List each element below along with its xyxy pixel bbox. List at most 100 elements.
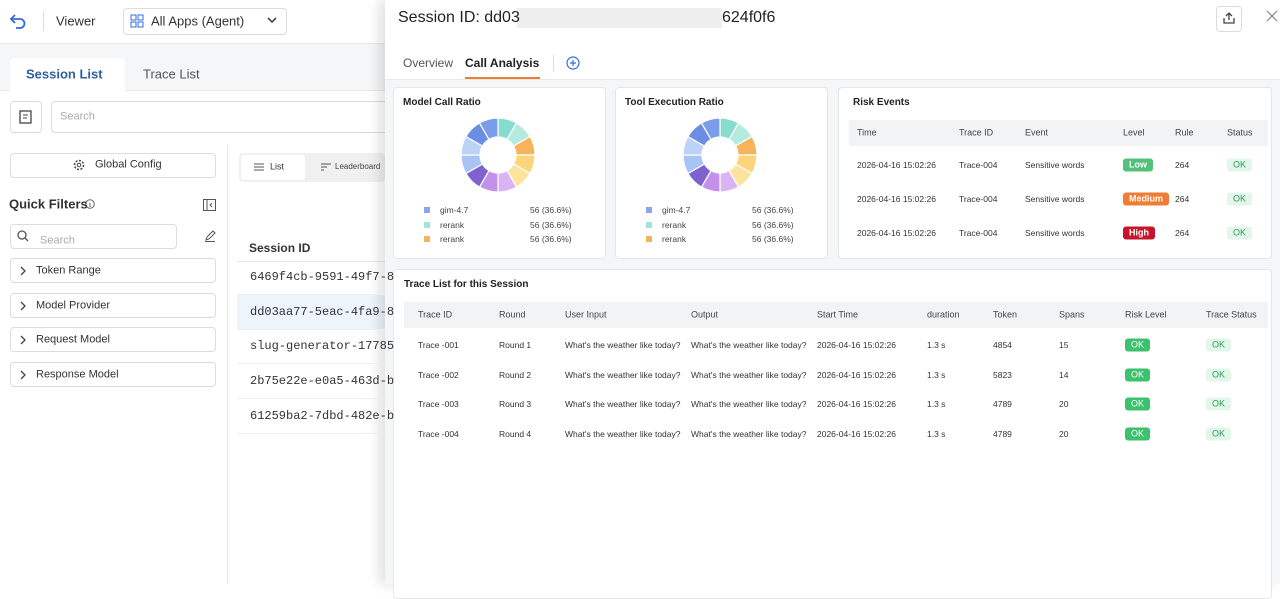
search-input[interactable] (51, 101, 391, 133)
column-header: Output (691, 309, 719, 320)
cell: Trace-004 (959, 227, 998, 238)
active-tab[interactable] (10, 58, 125, 91)
cell: What's the weather like today? (691, 398, 807, 409)
filter-item[interactable] (10, 258, 216, 283)
chevron-path (20, 301, 26, 311)
legend-swatch (646, 221, 652, 228)
legend-value: 56 (36.6%) (752, 233, 794, 244)
info-icon (85, 199, 95, 209)
cell: Sensitive words (1025, 193, 1085, 204)
chevron-right (20, 301, 26, 311)
cell: 2026-04-16 15:02:26 (817, 339, 896, 350)
chevron-right (20, 370, 26, 380)
cell: Trace-004 (959, 193, 998, 204)
tab-underline (465, 77, 540, 79)
cell: Trace -002 (418, 369, 459, 380)
overview-tab[interactable]: Overview (403, 56, 454, 70)
row-divider (237, 363, 385, 365)
filter-item[interactable] (10, 362, 216, 388)
gear-icon (73, 159, 85, 171)
leaderboard-icon (321, 163, 331, 171)
call-analysis-tab[interactable]: Call Analysis (465, 56, 540, 70)
column-header: Token (993, 309, 1018, 320)
separator (43, 11, 44, 31)
back-icon[interactable] (9, 12, 26, 29)
filter-item[interactable] (10, 327, 216, 353)
filter-item-label[interactable]: Response Model (36, 368, 119, 381)
list-view-tab[interactable]: List (270, 161, 285, 172)
filter-item-label[interactable]: Model Provider (36, 299, 110, 312)
cell: Trace -003 (418, 398, 459, 409)
cell: 264 (1175, 193, 1190, 204)
filter-item-label[interactable]: Token Range (36, 264, 101, 277)
legend-name: rerank (662, 233, 687, 244)
risk-level-badge: Medium (1123, 192, 1170, 206)
legend-name: gim-4.7 (662, 204, 691, 215)
cell: Trace -001 (418, 339, 459, 350)
cell: 15 (1059, 339, 1069, 350)
tabs-border (385, 79, 1280, 80)
cell: 14 (1059, 369, 1069, 380)
chevron-right (20, 266, 26, 276)
session-row-selected[interactable] (237, 295, 385, 329)
cell: 2026-04-16 15:02:26 (817, 369, 896, 380)
chevron-down (267, 17, 277, 24)
cell: What's the weather like today? (565, 428, 681, 439)
risk-level-badge: Low (1123, 158, 1153, 172)
cell: Trace-004 (959, 159, 998, 170)
cell: What's the weather like today? (691, 339, 807, 350)
close-icon[interactable] (1266, 10, 1278, 22)
status-badge: OK (1227, 158, 1253, 172)
edit-icon[interactable] (204, 230, 216, 242)
cell: Round 4 (499, 428, 532, 439)
legend-name: rerank (662, 219, 687, 230)
row-divider (237, 328, 385, 330)
legend-value: 56 (36.6%) (752, 204, 794, 215)
filter-search[interactable] (10, 224, 177, 249)
session-header-bg (237, 236, 385, 262)
cell: Trace -004 (418, 428, 459, 439)
column-header: Round (499, 309, 526, 320)
risk-level-badge: High (1123, 226, 1155, 240)
drawer-title-prefix: Session ID: dd03 (398, 9, 520, 26)
legend-swatch (646, 236, 652, 242)
legend-name: gim-4.7 (440, 204, 469, 215)
cell: Sensitive words (1025, 227, 1085, 238)
filter-item[interactable] (10, 292, 216, 318)
trace-list-tab[interactable]: Trace List (143, 66, 200, 82)
cell: 5823 (993, 369, 1012, 380)
session-id: 2b75e22e-e0a5-463d-b (250, 374, 395, 389)
global-config-button[interactable] (10, 153, 216, 178)
redacted-box (517, 8, 722, 28)
trace-status-badge: OK (1206, 397, 1232, 411)
vertical-divider (227, 145, 228, 584)
card-title: Risk Events (853, 97, 910, 108)
cell: 1.3 s (927, 369, 946, 380)
session-id: dd03aa77-5eac-4fa9-8 (250, 304, 395, 319)
session-list-tab[interactable]: Session List (26, 66, 103, 82)
chevron-path (20, 335, 26, 345)
cell: What's the weather like today? (565, 398, 681, 409)
global-config-button-label[interactable]: Global Config (95, 158, 162, 171)
add-tab[interactable] (566, 56, 580, 70)
page-title: Viewer (56, 13, 96, 29)
filter-item-label[interactable]: Request Model (36, 333, 110, 346)
list-icon (19, 110, 32, 124)
trace-status-badge: OK (1206, 338, 1232, 352)
row-divider (237, 432, 385, 434)
leaderboard-view-tab[interactable]: Leaderboard (335, 162, 381, 171)
app-select[interactable] (123, 8, 287, 35)
search-icon-box[interactable] (10, 101, 42, 133)
row-divider (237, 294, 385, 295)
risk-header-bg (849, 120, 1268, 146)
legend-swatch (424, 236, 430, 242)
legend-value: 56 (36.6%) (530, 204, 572, 215)
legend-swatch (424, 207, 430, 213)
tab-separator (553, 55, 554, 71)
donut-segment (700, 117, 721, 141)
collapse-icon[interactable] (203, 199, 216, 211)
view-tab-active[interactable] (241, 155, 305, 180)
chevron-right (20, 335, 26, 345)
cell: 1.3 s (927, 339, 946, 350)
column-header: Status (1227, 127, 1253, 138)
